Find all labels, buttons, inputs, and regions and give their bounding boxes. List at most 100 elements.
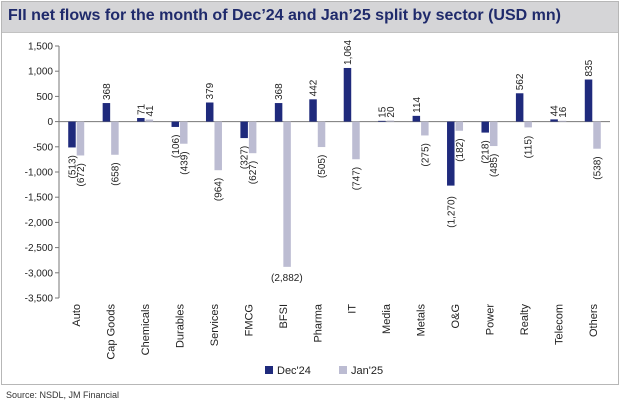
bar-jan25 <box>145 119 154 122</box>
bar-dec24 <box>584 79 593 122</box>
bar-dec24 <box>171 121 180 127</box>
data-label-dec24: (1,270) <box>446 196 457 228</box>
data-label-dec24: 114 <box>412 96 423 112</box>
bar-jan25 <box>248 121 257 154</box>
x-tick-label: Auto <box>71 304 83 327</box>
x-tick-label: Services <box>209 304 221 347</box>
bar-dec24 <box>102 103 111 122</box>
y-tick-label: -2,000 <box>25 218 54 229</box>
x-tick-label: Realty <box>519 304 531 336</box>
data-label-jan25: (2,882) <box>271 273 303 284</box>
title-bar: FII net flows for the month of Dec’24 an… <box>2 2 618 33</box>
bar-dec24 <box>205 102 214 122</box>
y-tick-label: -500 <box>33 142 53 153</box>
bar-jan25 <box>489 121 498 147</box>
y-tick-label: -3,000 <box>25 268 54 279</box>
bar-jan25 <box>386 120 395 122</box>
data-label-dec24: 379 <box>205 82 216 99</box>
data-label-jan25: 20 <box>386 106 397 118</box>
y-tick-label: -1,500 <box>25 193 54 204</box>
x-tick-label: Metals <box>416 304 428 337</box>
data-label-jan25: (485) <box>489 154 500 177</box>
data-label-dec24: 15 <box>377 106 388 118</box>
bar-jan25 <box>558 120 567 122</box>
bar-jan25 <box>455 121 464 131</box>
y-tick-label: -1,000 <box>25 168 54 179</box>
data-label-dec24: 71 <box>136 103 147 115</box>
data-label-dec24: 1,064 <box>343 40 354 65</box>
data-label-jan25: (182) <box>455 138 466 161</box>
x-tick-label: O&G <box>450 304 462 328</box>
chart-frame: FII net flows for the month of Dec’24 an… <box>1 1 619 385</box>
bar-dec24 <box>378 120 386 122</box>
bar-dec24 <box>515 93 524 122</box>
y-tick-label: 0 <box>47 117 53 128</box>
bar-chart: 1,500 1,000 500 0 -500 -1,000 -1,500 -2,000 -2,5… <box>25 40 610 377</box>
chart-title: FII net flows for the month of Dec’24 an… <box>8 7 561 24</box>
y-tick-label: 500 <box>36 92 53 103</box>
x-tick-label: Telecom <box>553 304 565 345</box>
data-label-dec24: (106) <box>171 135 182 158</box>
x-tick-label: Pharma <box>312 303 324 342</box>
bar-jan25 <box>352 121 360 160</box>
legend-swatch-jan25 <box>339 366 347 374</box>
x-tick-label: FMCG <box>243 304 255 336</box>
data-label-jan25: (115) <box>524 136 535 159</box>
bar-dec24 <box>550 119 558 122</box>
legend-label-jan25: Jan'25 <box>351 365 383 377</box>
x-tick-label: Durables <box>175 304 187 349</box>
bar-dec24 <box>274 103 283 122</box>
x-tick-label: Others <box>588 304 600 338</box>
bar-dec24 <box>343 67 352 122</box>
data-label-jan25: (439) <box>179 151 190 174</box>
data-label-dec24: (218) <box>481 140 492 163</box>
bar-jan25 <box>524 121 532 128</box>
x-tick-label: Power <box>484 304 496 336</box>
bar-dec24 <box>68 121 76 148</box>
bar-jan25 <box>111 121 119 155</box>
data-label-dec24: 835 <box>584 59 595 76</box>
data-label-dec24: 368 <box>274 83 285 100</box>
x-tick-label: Cap Goods <box>106 304 118 360</box>
y-tick-label: 1,000 <box>28 67 53 78</box>
bar-dec24 <box>447 121 455 186</box>
data-label-jan25: (747) <box>351 167 362 190</box>
data-label-jan25: (658) <box>110 162 121 185</box>
bar-dec24 <box>481 121 489 133</box>
data-label-dec24: 562 <box>515 73 526 90</box>
y-tick-label: 1,500 <box>28 42 53 53</box>
legend-label-dec24: Dec'24 <box>277 365 311 377</box>
bar-jan25 <box>593 121 601 149</box>
bar-jan25 <box>180 121 188 144</box>
x-tick-label: Chemicals <box>140 304 152 356</box>
data-label-dec24: (327) <box>240 146 251 169</box>
data-label-jan25: (627) <box>248 161 259 184</box>
x-tick-label: BFSI <box>278 304 290 328</box>
data-label-jan25: (505) <box>317 155 328 178</box>
x-tick-label: Media <box>381 303 393 334</box>
bar-jan25 <box>76 121 85 156</box>
legend-swatch-dec24 <box>265 366 273 374</box>
y-tick-label: -3,500 <box>25 294 54 305</box>
bar-jan25 <box>317 121 326 148</box>
bar-dec24 <box>412 115 421 122</box>
bar-dec24 <box>309 99 317 122</box>
data-label-dec24: (513) <box>67 155 78 178</box>
data-label-dec24: 44 <box>550 105 561 117</box>
data-label-jan25: 16 <box>558 106 569 118</box>
data-label-dec24: 368 <box>102 83 113 100</box>
data-label-jan25: (275) <box>420 143 431 166</box>
source-note: Source: NSDL, JM Financial <box>6 390 120 400</box>
bar-jan25 <box>283 121 291 267</box>
data-label-jan25: (964) <box>214 178 225 201</box>
bar-dec24 <box>137 118 145 122</box>
data-label-jan25: (538) <box>593 156 604 179</box>
y-tick-label: -2,500 <box>25 243 54 254</box>
x-tick-label: IT <box>347 304 359 314</box>
bar-jan25 <box>421 121 429 136</box>
data-label-dec24: 442 <box>309 79 320 96</box>
bar-jan25 <box>214 121 222 171</box>
data-label-jan25: 41 <box>145 105 156 117</box>
bar-dec24 <box>240 121 248 139</box>
data-label-jan25: (672) <box>76 163 87 186</box>
